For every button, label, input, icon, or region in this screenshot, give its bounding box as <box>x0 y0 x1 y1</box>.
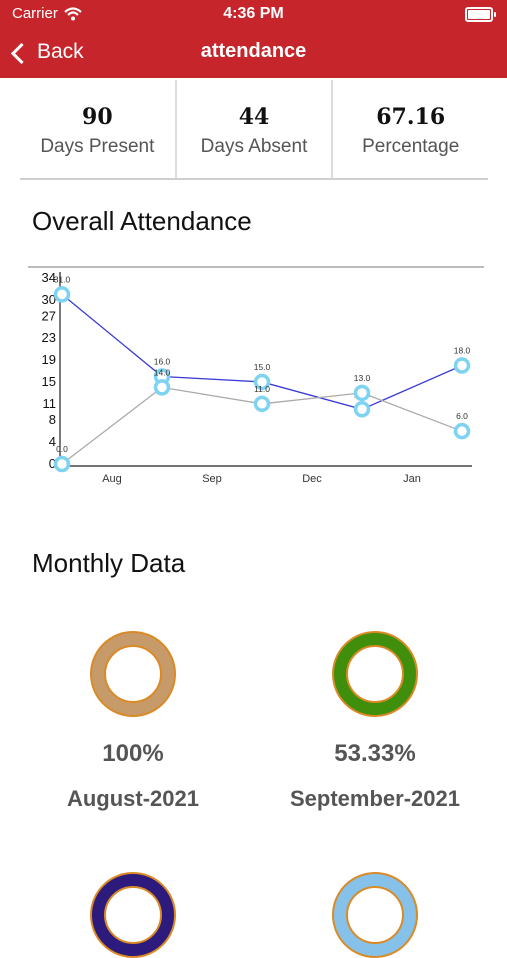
stat-value: 90 <box>82 104 113 130</box>
data-point <box>353 401 371 418</box>
y-tick-label: 27 <box>42 308 56 323</box>
donut-september-2021[interactable] <box>332 631 418 717</box>
x-tick-label: Jan <box>403 473 421 485</box>
y-tick-label: 23 <box>42 330 56 345</box>
overall-attendance-heading: Overall Attendance <box>32 206 252 236</box>
x-tick-label: Aug <box>102 473 122 485</box>
monthly-data-heading: Monthly Data <box>32 548 186 578</box>
stat-label: Days Absent <box>200 136 308 157</box>
y-tick-label: 19 <box>42 352 56 367</box>
data-point <box>453 422 471 440</box>
status-time: 4:36 PM <box>223 5 284 22</box>
data-label: 6.0 <box>456 411 468 421</box>
data-label: 31.0 <box>54 274 71 284</box>
data-label: 13.0 <box>354 373 371 383</box>
data-label: 15.0 <box>254 362 271 372</box>
carrier: Carrier <box>12 5 82 22</box>
data-point <box>153 379 171 396</box>
y-tick-label: 0 <box>49 456 56 471</box>
stat-value: 44 <box>238 104 270 130</box>
stat-days-absent: 44 Days Absent <box>177 80 334 178</box>
data-point <box>53 286 71 303</box>
data-label: 14.0 <box>154 367 171 377</box>
back-button[interactable]: Back <box>10 40 84 64</box>
battery-icon <box>465 7 496 22</box>
stat-percentage: 67.16 Percentage <box>333 80 488 178</box>
data-label: 0.0 <box>56 444 68 454</box>
month-august-2021: August-2021 <box>66 786 200 811</box>
page-title: attendance <box>200 40 307 62</box>
data-point <box>53 455 71 473</box>
back-label: Back <box>37 40 84 63</box>
percent-august-2021: 100% <box>102 740 164 767</box>
donut-month-3[interactable] <box>90 872 176 958</box>
stat-days-present: 90 Days Present <box>20 80 177 178</box>
data-point <box>253 373 271 391</box>
wifi-icon <box>64 6 82 20</box>
x-tick-label: Sep <box>202 473 222 485</box>
data-point <box>453 357 471 374</box>
nav-bar: Back attendance <box>0 28 507 78</box>
y-tick-label: 11 <box>43 396 57 411</box>
data-point <box>253 395 271 413</box>
y-tick-label: 8 <box>49 412 56 427</box>
x-tick-label: Dec <box>302 473 322 485</box>
stat-value: 67.16 <box>376 104 446 130</box>
y-tick-label: 34 <box>42 270 56 285</box>
data-label: 16.0 <box>154 356 171 366</box>
data-point <box>353 384 371 402</box>
top-bar: Carrier 4:36 PM Back attendance <box>0 0 507 78</box>
data-label: 18.0 <box>454 346 471 356</box>
y-tick-label: 30 <box>42 292 56 307</box>
donut-august-2021[interactable] <box>90 631 176 717</box>
data-label: 11.0 <box>254 384 270 394</box>
percent-september-2021: 53.33% <box>334 740 416 767</box>
stat-label: Percentage <box>362 136 460 157</box>
y-tick-label: 15 <box>42 374 56 389</box>
carrier-label: Carrier <box>12 5 58 22</box>
donut-month-4[interactable] <box>332 872 418 958</box>
month-september-2021: September-2021 <box>290 786 460 811</box>
stats-row: 90 Days Present 44 Days Absent 67.16 Per… <box>20 80 488 180</box>
y-tick-label: 4 <box>49 434 56 449</box>
status-bar: Carrier 4:36 PM <box>0 0 507 28</box>
stat-label: Days Present <box>40 136 155 157</box>
